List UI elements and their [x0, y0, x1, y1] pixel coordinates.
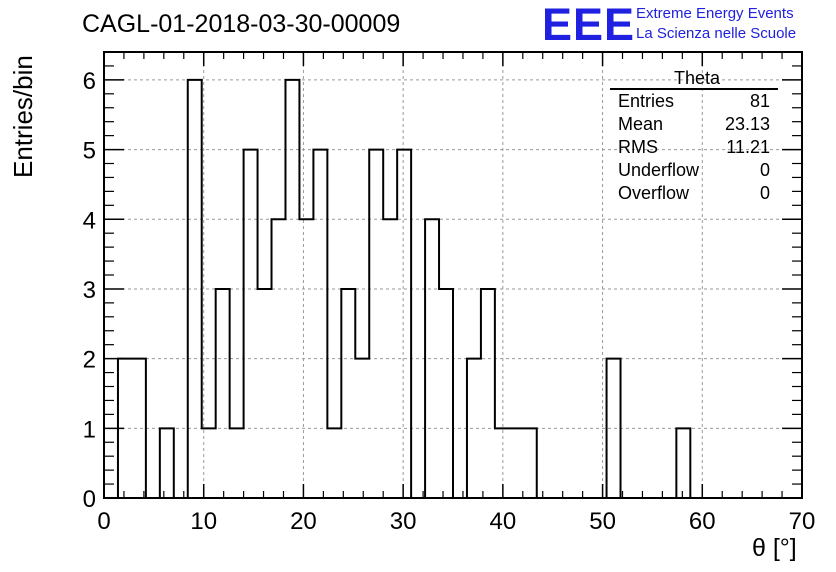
y-tick-label: 3	[83, 277, 96, 304]
stats-label: Mean	[618, 114, 664, 134]
x-tick-label: 30	[390, 508, 417, 535]
x-axis-label: θ [°]	[752, 534, 797, 562]
stats-box: Theta Entries 81 Mean 23.13 RMS 11.21 Under…	[610, 68, 778, 205]
stats-value: 23.13	[724, 114, 770, 134]
y-tick-label: 1	[83, 416, 96, 443]
y-axis-label: Entries/bin	[8, 55, 38, 178]
x-tick-label: 70	[789, 508, 816, 535]
x-tick-labels: 0 10 20 30 40 50 60 70	[97, 508, 815, 535]
x-tick-label: 10	[190, 508, 217, 535]
y-tick-label: 0	[83, 486, 96, 513]
stats-header: Theta	[610, 68, 778, 90]
y-tick-label: 4	[83, 207, 96, 234]
chart-title: CAGL-01-2018-03-30-00009	[82, 10, 401, 38]
eee-logo: EEE	[542, 0, 636, 50]
stats-value: 11.21	[726, 137, 770, 157]
stats-row-rms: RMS 11.21	[610, 136, 778, 159]
stats-row-underflow: Underflow 0	[610, 159, 778, 182]
stats-label: RMS	[618, 137, 658, 157]
stats-label: Entries	[618, 91, 675, 111]
stats-label: Overflow	[618, 183, 690, 203]
y-tick-label: 2	[83, 347, 96, 374]
x-tick-label: 50	[589, 508, 616, 535]
stats-value: 81	[749, 91, 770, 111]
y-tick-label: 6	[83, 68, 96, 95]
stats-value: 0	[759, 160, 770, 180]
stats-row-overflow: Overflow 0	[610, 182, 778, 205]
y-tick-labels: 0 1 2 3 4 5 6	[83, 68, 96, 513]
x-tick-label: 0	[97, 508, 110, 535]
x-tick-label: 60	[689, 508, 716, 535]
y-tick-label: 5	[83, 138, 96, 165]
logo-line-1: Extreme Energy Events	[636, 5, 794, 22]
stats-label: Underflow	[618, 160, 700, 180]
logo-line-2: La Scienza nelle Scuole	[636, 25, 797, 42]
x-tick-label: 20	[290, 508, 317, 535]
stats-row-entries: Entries 81	[610, 90, 778, 113]
plot-frame	[103, 51, 803, 499]
x-tick-label: 40	[490, 508, 517, 535]
stats-row-mean: Mean 23.13	[610, 113, 778, 136]
stats-value: 0	[759, 183, 770, 203]
